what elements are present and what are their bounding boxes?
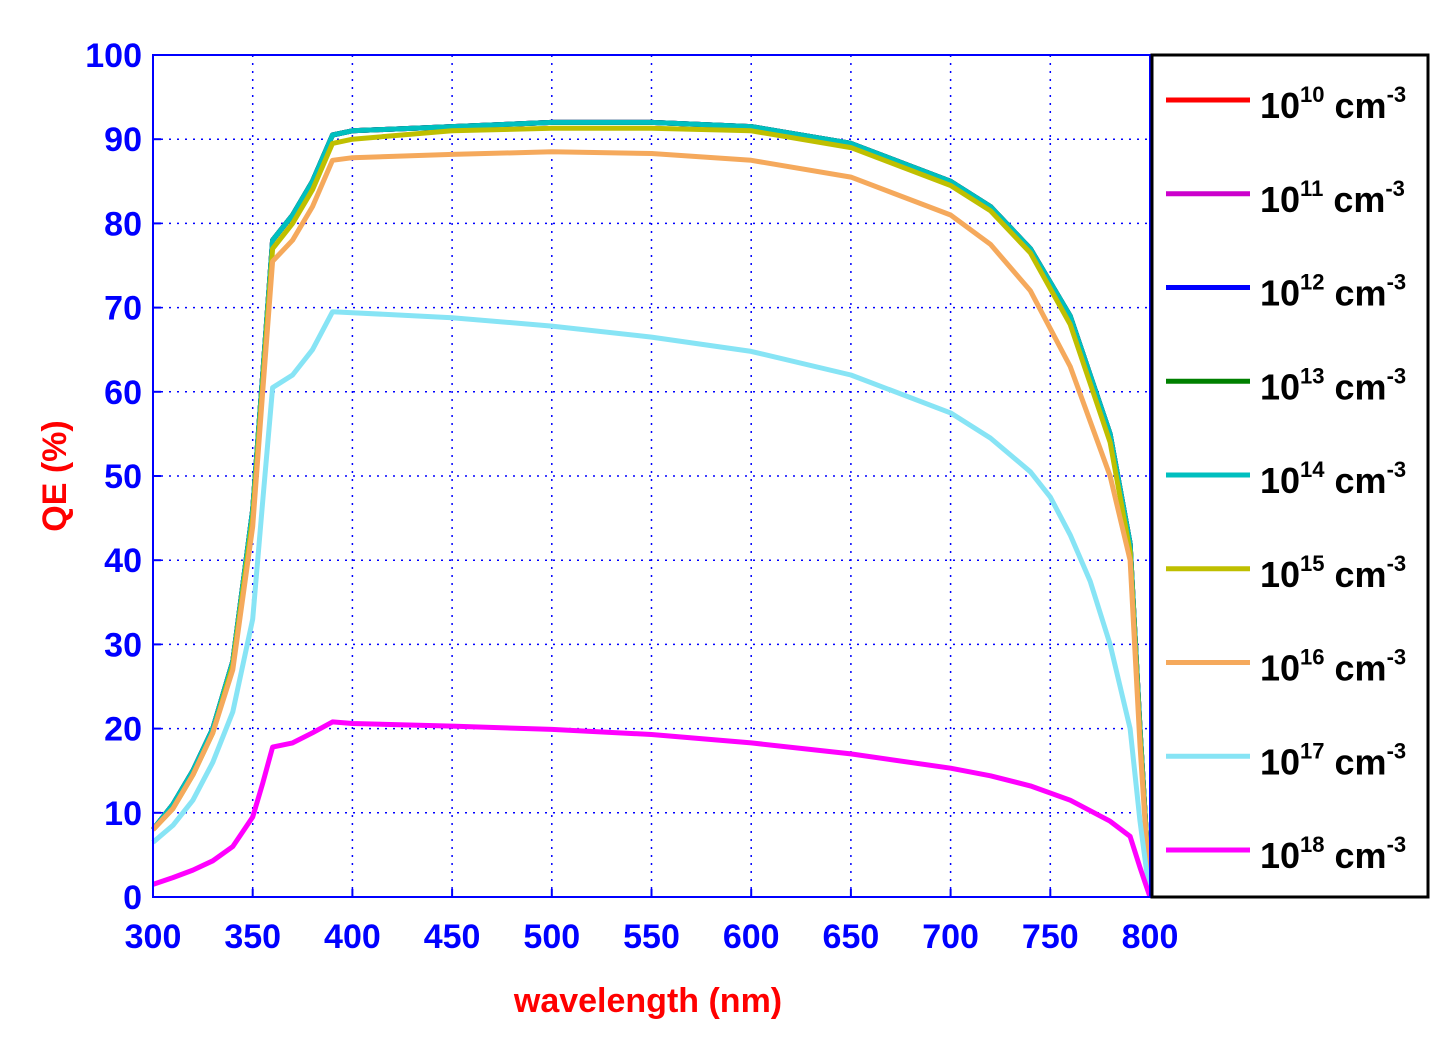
y-tick-label: 100 [85, 37, 142, 75]
series-line-17 [151, 309, 1153, 898]
x-axis-label: wavelength (nm) [513, 982, 782, 1020]
plot-background [153, 55, 1150, 897]
x-tick-label: 650 [823, 918, 880, 956]
legend-label-10: 1010 cm-3 [1260, 82, 1406, 126]
legend-label-12: 1012 cm-3 [1260, 270, 1406, 314]
x-axis-ticks: 300 350 400 450 500 550 600 650 700 750 800 [125, 889, 1179, 956]
y-axis-ticks: 0 10 20 30 40 50 60 70 80 90 100 [85, 37, 161, 917]
series-line-18 [152, 719, 1153, 898]
y-tick-label: 50 [104, 458, 142, 496]
x-tick-label: 750 [1022, 918, 1079, 956]
y-tick-label: 70 [104, 290, 142, 328]
legend-label-18: 1018 cm-3 [1260, 832, 1406, 876]
x-tick-label: 300 [125, 918, 182, 956]
series-lines [151, 119, 1153, 898]
legend-label-14: 1014 cm-3 [1260, 457, 1406, 501]
x-tick-label: 800 [1122, 918, 1179, 956]
y-tick-label: 20 [104, 711, 142, 749]
x-tick-label: 450 [424, 918, 481, 956]
y-tick-label: 0 [123, 879, 142, 917]
x-tick-label: 550 [623, 918, 680, 956]
x-tick-label: 350 [224, 918, 281, 956]
x-tick-label: 500 [523, 918, 580, 956]
x-tick-label: 400 [324, 918, 381, 956]
y-tick-label: 40 [104, 542, 142, 580]
y-tick-label: 30 [104, 626, 142, 664]
y-axis-label: QE (%) [36, 420, 74, 531]
plot-area: 300 350 400 450 500 550 600 650 700 750 800 0 10 20 3… [85, 37, 1178, 956]
y-tick-label: 10 [104, 795, 142, 833]
y-tick-label: 80 [104, 205, 142, 243]
legend-label-17: 1017 cm-3 [1260, 738, 1406, 782]
legend: 1010 cm-3 1011 cm-3 1012 cm-3 1013 cm-3 1014… [1150, 53, 1430, 899]
y-tick-label: 90 [104, 121, 142, 159]
legend-label-15: 1015 cm-3 [1260, 551, 1406, 595]
y-tick-label: 60 [104, 374, 142, 412]
x-tick-label: 600 [723, 918, 780, 956]
legend-label-16: 1016 cm-3 [1260, 645, 1406, 689]
series-line-16 [151, 149, 1153, 898]
legend-label-13: 1013 cm-3 [1260, 363, 1406, 407]
legend-label-11: 1011 cm-3 [1260, 176, 1405, 220]
x-tick-label: 700 [922, 918, 979, 956]
